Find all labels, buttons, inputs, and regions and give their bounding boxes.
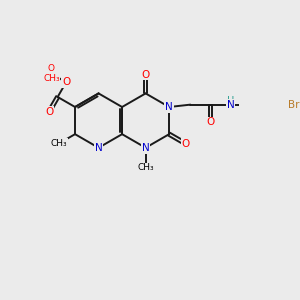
Text: CH₃: CH₃ — [50, 139, 67, 148]
Text: N: N — [227, 100, 235, 110]
Text: H: H — [227, 96, 234, 106]
Text: O: O — [62, 77, 70, 87]
Text: N: N — [165, 102, 173, 112]
Text: N: N — [142, 143, 149, 153]
Text: Br: Br — [288, 100, 299, 110]
Text: CH₃: CH₃ — [137, 163, 154, 172]
Text: O: O — [142, 70, 150, 80]
Text: O: O — [206, 117, 214, 128]
Text: O
CH₃: O CH₃ — [43, 64, 60, 83]
Text: O: O — [182, 139, 190, 148]
Text: O: O — [45, 107, 53, 117]
Text: N: N — [95, 143, 102, 153]
